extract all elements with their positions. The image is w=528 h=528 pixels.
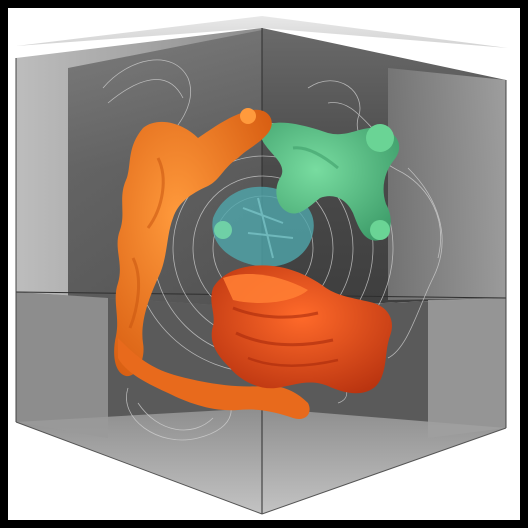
red-lobe bbox=[211, 265, 392, 394]
image-border bbox=[8, 8, 520, 520]
green-lobe bbox=[260, 122, 400, 241]
box-edge bbox=[261, 427, 507, 515]
box-lower-left bbox=[16, 292, 108, 438]
box-right-wall bbox=[388, 68, 506, 300]
box-lower-right bbox=[428, 298, 506, 438]
image-frame bbox=[8, 8, 520, 520]
box-edge bbox=[15, 421, 263, 515]
box-floor bbox=[16, 408, 506, 514]
orange-lobe bbox=[114, 108, 310, 419]
box-top-face bbox=[16, 16, 508, 48]
molecular-structure-render bbox=[8, 8, 520, 520]
